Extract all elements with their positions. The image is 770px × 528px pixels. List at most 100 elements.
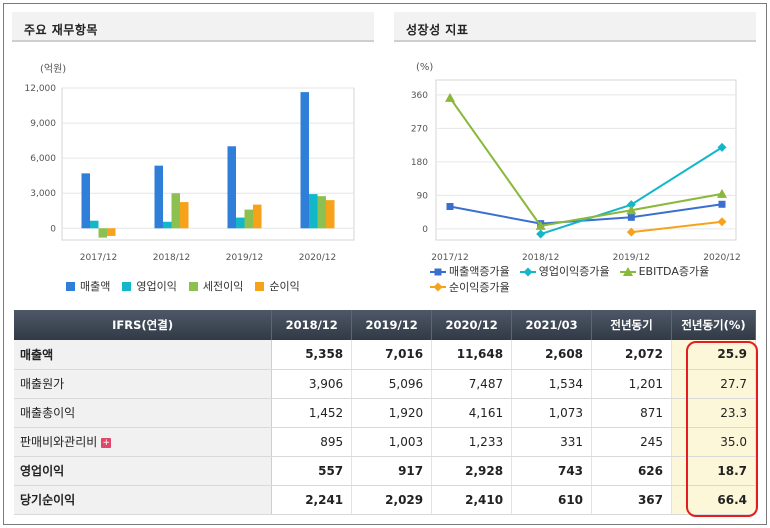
legend-label: 영업이익: [136, 280, 177, 293]
growth-indicators-chart: (%) 0 90 180 270 360 2017/12 2018/12 2019/12 2020…: [394, 52, 756, 263]
bar: [98, 228, 107, 238]
bar: [317, 196, 326, 229]
value-cell: 917: [351, 456, 433, 486]
y-tick-label: 180: [411, 158, 428, 168]
data-point: [717, 188, 727, 198]
value-cell: 5,096: [351, 369, 433, 399]
data-point: [536, 229, 546, 239]
bar: [180, 202, 189, 229]
financial-table: IFRS(연결) 2018/12 2019/12 2020/12 2021/03 전년동기…: [14, 310, 756, 515]
table-body: 매출액 5,358 7,016 11,648 2,608 2,072 25.9 매출원가 3,9…: [14, 340, 756, 515]
x-tick-label: 2019/12: [226, 253, 263, 262]
row-label-text: 매출총이익: [20, 406, 76, 420]
growth-indicators-svg: (%) 0 90 180 270 360 2017/12 2018/12 2019/12 2020…: [411, 62, 741, 263]
legend-swatch: [430, 282, 446, 292]
key-financials-header: 주요 재무항목: [12, 12, 374, 42]
y-tick-label: 90: [417, 191, 429, 201]
value-cell: 11,648: [431, 340, 513, 370]
bar: [163, 221, 172, 229]
value-cell: 1,201: [591, 369, 672, 399]
key-financials-chart: (억원) 0 3,000 6,000 9,000 12,000 2017/12 2018/12…: [12, 52, 374, 263]
data-point: [626, 205, 637, 215]
data-point: [622, 266, 633, 276]
bar: [253, 204, 262, 229]
value-cell: 871: [591, 398, 672, 428]
row-label-text: 매출원가: [20, 377, 65, 391]
x-tick-label: 2019/12: [613, 253, 650, 262]
data-point: [446, 203, 454, 211]
yoy-percent-cell: 35.0: [671, 427, 756, 457]
series-line: [449, 97, 723, 227]
table-row: 당기순이익 2,241 2,029 2,410 610 367 66.4: [14, 485, 756, 515]
legend-swatch: [122, 281, 132, 291]
table-row: 매출액 5,358 7,016 11,648 2,608 2,072 25.9: [14, 340, 756, 370]
row-label-text: 영업이익: [20, 464, 65, 478]
value-cell: 3,906: [271, 369, 353, 399]
column-header: IFRS(연결): [14, 310, 273, 340]
value-cell: 2,928: [431, 456, 513, 486]
yoy-percent-cell: 18.7: [671, 456, 756, 486]
column-header: 2021/03: [511, 310, 593, 340]
data-point: [717, 142, 727, 152]
value-cell: 2,241: [271, 485, 353, 515]
legend-item: EBITDA증가율: [619, 264, 710, 279]
value-cell: 626: [591, 456, 672, 486]
column-header: 2020/12: [431, 310, 513, 340]
key-financials-legend: 매출액 영업이익 세전이익 순이익: [66, 278, 312, 294]
value-cell: 1,003: [351, 427, 433, 457]
yoy-percent-cell: 27.7: [671, 369, 756, 399]
value-cell: 2,029: [351, 485, 433, 515]
expand-plus-icon[interactable]: +: [101, 437, 112, 448]
x-tick-label: 2017/12: [431, 253, 468, 262]
y-tick-label: 6,000: [30, 154, 56, 164]
legend-swatch: [430, 268, 446, 275]
x-tick-label: 2020/12: [299, 253, 336, 262]
data-point: [433, 282, 443, 292]
value-cell: 743: [511, 456, 593, 486]
value-cell: 7,016: [351, 340, 433, 370]
row-label: 매출액: [14, 340, 273, 370]
data-point: [718, 200, 726, 208]
bar: [236, 217, 245, 229]
value-cell: 1,920: [351, 398, 433, 428]
value-cell: 2,410: [431, 485, 513, 515]
yoy-percent-cell: 25.9: [671, 340, 756, 370]
data-point: [717, 217, 727, 227]
value-cell: 367: [591, 485, 672, 515]
value-cell: 895: [271, 427, 353, 457]
legend-label: EBITDA증가율: [638, 265, 710, 278]
value-cell: 4,161: [431, 398, 513, 428]
table-row: 매출원가 3,906 5,096 7,487 1,534 1,201 27.7: [14, 369, 756, 399]
row-label: 매출총이익: [14, 398, 273, 428]
bar: [227, 146, 236, 229]
bar: [171, 193, 180, 229]
table-row: 영업이익 557 917 2,928 743 626 18.7: [14, 456, 756, 486]
column-header: 2019/12: [351, 310, 433, 340]
series-line: [631, 220, 723, 234]
value-cell: 1,534: [511, 369, 593, 399]
value-cell: 610: [511, 485, 593, 515]
y-tick-label: 360: [411, 91, 428, 101]
row-label-text: 판매비와관리비: [20, 435, 98, 449]
data-point: [626, 200, 636, 210]
y-tick-label: 270: [411, 124, 428, 134]
y-tick-label: 3,000: [30, 189, 56, 199]
value-cell: 557: [271, 456, 353, 486]
legend-swatch: [619, 266, 636, 276]
growth-indicators-legend: 매출액증가율 영업이익증가율 EBITDA증가율 순이익증가율: [430, 264, 730, 295]
bar: [90, 220, 99, 229]
row-label: 판매비와관리비 +: [14, 427, 273, 457]
row-label: 매출원가: [14, 369, 273, 399]
y-tick-label: 12,000: [25, 84, 57, 94]
y-tick-label: 9,000: [30, 119, 56, 129]
value-cell: 1,452: [271, 398, 353, 428]
row-label: 당기순이익: [14, 485, 273, 515]
yoy-percent-cell: 23.3: [671, 398, 756, 428]
legend-item: 매출액증가율: [430, 264, 510, 279]
row-label-text: 매출액: [20, 347, 54, 362]
x-tick-label: 2017/12: [80, 253, 117, 262]
key-financials-svg: (억원) 0 3,000 6,000 9,000 12,000 2017/12 2018/12…: [25, 63, 355, 263]
legend-swatch: [519, 267, 536, 276]
bar: [309, 194, 318, 229]
value-cell: 1,073: [511, 398, 593, 428]
